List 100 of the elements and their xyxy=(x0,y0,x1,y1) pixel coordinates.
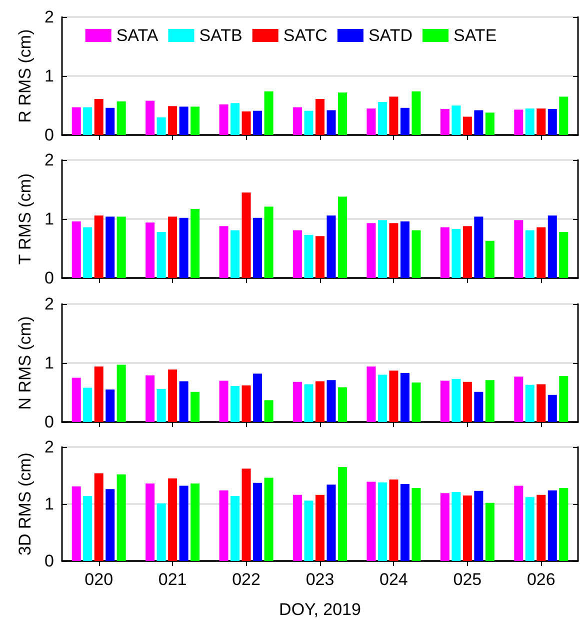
x-tick-label: 026 xyxy=(526,570,556,589)
y-axis-title: R RMS (cm) xyxy=(16,29,35,123)
bar xyxy=(389,479,398,561)
bar xyxy=(452,229,461,278)
bar xyxy=(559,232,568,278)
bar xyxy=(389,223,398,278)
bar xyxy=(525,497,534,561)
bar xyxy=(559,488,568,561)
legend-label: SATB xyxy=(199,26,242,45)
bar xyxy=(146,222,155,278)
bar xyxy=(168,478,178,561)
bar xyxy=(525,230,534,278)
bar xyxy=(168,106,178,135)
bar xyxy=(219,380,228,422)
x-tick-label: 025 xyxy=(453,570,482,589)
bar xyxy=(440,493,450,561)
bar xyxy=(83,107,92,135)
y-axis-title: 3D RMS (cm) xyxy=(16,452,35,556)
bar xyxy=(485,502,494,561)
y-tick-label: 0 xyxy=(44,412,54,432)
bar xyxy=(514,376,524,422)
bar xyxy=(94,215,104,278)
bar xyxy=(366,482,376,561)
bar xyxy=(264,91,274,135)
bar xyxy=(293,107,302,135)
bar xyxy=(400,484,410,561)
bar xyxy=(230,496,240,561)
bar xyxy=(304,110,314,135)
bar xyxy=(536,108,546,135)
y-tick-label: 0 xyxy=(44,126,54,144)
bar xyxy=(253,374,262,422)
bar xyxy=(366,223,376,278)
bar xyxy=(559,96,568,135)
legend-label: SATD xyxy=(368,26,413,45)
y-tick-label: 1 xyxy=(44,494,54,514)
bar xyxy=(452,492,461,561)
bar xyxy=(548,215,557,278)
y-tick-label: 2 xyxy=(44,438,54,456)
bar xyxy=(400,373,410,422)
bar xyxy=(525,384,534,422)
legend-label: SATA xyxy=(116,26,159,45)
legend-label: SATE xyxy=(454,26,497,45)
bar xyxy=(338,92,347,135)
bar xyxy=(179,381,188,422)
bar xyxy=(146,100,155,135)
bar xyxy=(293,382,302,422)
x-tick-label: 021 xyxy=(158,570,187,589)
bar xyxy=(219,490,228,561)
bar xyxy=(168,216,178,278)
bar xyxy=(230,103,240,135)
bar xyxy=(264,478,274,561)
bar xyxy=(190,106,200,135)
y-axis-title: T RMS (cm) xyxy=(16,173,35,265)
bar xyxy=(146,375,155,422)
x-tick-label: 020 xyxy=(84,570,114,589)
bar xyxy=(514,486,524,561)
bar xyxy=(156,388,166,422)
bar xyxy=(378,374,387,422)
bar xyxy=(72,221,81,278)
bar xyxy=(219,226,228,278)
bar xyxy=(514,110,524,135)
bar xyxy=(440,109,450,135)
bar xyxy=(378,220,387,278)
bar xyxy=(536,384,546,422)
bar xyxy=(378,482,387,561)
bar xyxy=(293,494,302,561)
bar xyxy=(179,486,188,561)
bar xyxy=(253,110,262,135)
bar xyxy=(106,489,115,561)
bar xyxy=(179,218,188,278)
bar xyxy=(366,366,376,422)
y-tick-label: 1 xyxy=(44,66,54,86)
bar xyxy=(72,486,81,561)
bar xyxy=(412,488,421,561)
bar xyxy=(116,216,126,278)
y-tick-label: 2 xyxy=(44,8,54,26)
bar xyxy=(462,116,472,135)
bar xyxy=(72,107,81,135)
bar xyxy=(242,111,251,135)
bar xyxy=(304,500,314,561)
x-tick-label: 023 xyxy=(306,570,334,589)
bar xyxy=(400,221,410,278)
bar xyxy=(116,101,126,135)
y-axis-title: N RMS (cm) xyxy=(16,316,35,410)
bar xyxy=(242,385,251,422)
bar xyxy=(83,227,92,278)
bar xyxy=(72,378,81,422)
bar xyxy=(338,196,347,278)
bar xyxy=(338,466,347,561)
bar xyxy=(462,226,472,278)
bar xyxy=(190,392,200,422)
bar xyxy=(116,364,126,422)
bar xyxy=(412,91,421,135)
bar xyxy=(156,232,166,278)
bar xyxy=(106,216,115,278)
bar xyxy=(474,392,484,422)
bar xyxy=(536,227,546,278)
bar xyxy=(366,108,376,135)
bar xyxy=(440,380,450,422)
bar xyxy=(326,484,336,561)
